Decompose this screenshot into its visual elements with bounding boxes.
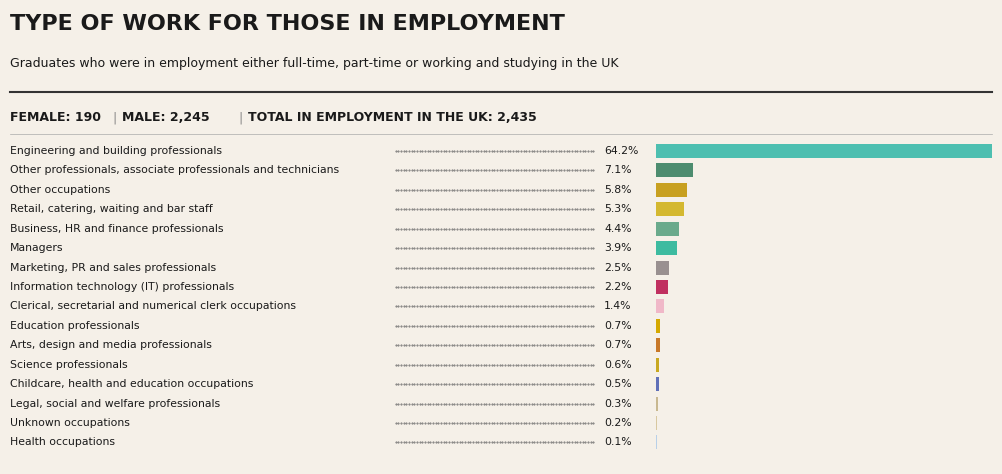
Text: 0.7%: 0.7%	[604, 340, 632, 350]
Text: Childcare, health and education occupations: Childcare, health and education occupati…	[10, 379, 254, 389]
Bar	[656, 338, 660, 352]
Text: 0.2%: 0.2%	[604, 418, 632, 428]
Text: 0.6%: 0.6%	[604, 360, 632, 370]
Text: FEMALE: 190: FEMALE: 190	[10, 111, 101, 124]
Bar	[656, 241, 676, 255]
Text: Retail, catering, waiting and bar staff: Retail, catering, waiting and bar staff	[10, 204, 212, 214]
Text: Unknown occupations: Unknown occupations	[10, 418, 130, 428]
Text: TOTAL IN EMPLOYMENT IN THE UK: 2,435: TOTAL IN EMPLOYMENT IN THE UK: 2,435	[248, 111, 537, 124]
Text: Managers: Managers	[10, 243, 63, 253]
Text: 0.5%: 0.5%	[604, 379, 632, 389]
Bar	[656, 280, 667, 294]
Text: 64.2%: 64.2%	[604, 146, 638, 156]
Text: Business, HR and finance professionals: Business, HR and finance professionals	[10, 224, 223, 234]
Bar	[656, 164, 693, 177]
Text: Graduates who were in employment either full-time, part-time or working and stud: Graduates who were in employment either …	[10, 57, 618, 70]
Bar	[656, 397, 658, 410]
Text: Engineering and building professionals: Engineering and building professionals	[10, 146, 222, 156]
Text: |: |	[238, 111, 242, 124]
Text: 2.5%: 2.5%	[604, 263, 631, 273]
Text: 7.1%: 7.1%	[604, 165, 631, 175]
Text: TYPE OF WORK FOR THOSE IN EMPLOYMENT: TYPE OF WORK FOR THOSE IN EMPLOYMENT	[10, 14, 565, 34]
Bar	[656, 202, 684, 216]
Text: 0.1%: 0.1%	[604, 438, 632, 447]
Text: 0.3%: 0.3%	[604, 399, 632, 409]
Text: Clerical, secretarial and numerical clerk occupations: Clerical, secretarial and numerical cler…	[10, 301, 296, 311]
Text: Health occupations: Health occupations	[10, 438, 115, 447]
Text: Marketing, PR and sales professionals: Marketing, PR and sales professionals	[10, 263, 216, 273]
Text: 2.2%: 2.2%	[604, 282, 631, 292]
Bar	[656, 144, 992, 158]
Text: 1.4%: 1.4%	[604, 301, 631, 311]
Bar	[656, 300, 663, 313]
Bar	[656, 183, 686, 197]
Bar	[656, 358, 659, 372]
Text: 5.3%: 5.3%	[604, 204, 631, 214]
Text: Information technology (IT) professionals: Information technology (IT) professional…	[10, 282, 234, 292]
Text: 5.8%: 5.8%	[604, 185, 631, 195]
Bar	[656, 416, 657, 430]
Text: Science professionals: Science professionals	[10, 360, 127, 370]
Bar	[656, 319, 660, 333]
Text: Arts, design and media professionals: Arts, design and media professionals	[10, 340, 211, 350]
Text: Legal, social and welfare professionals: Legal, social and welfare professionals	[10, 399, 220, 409]
Text: 4.4%: 4.4%	[604, 224, 631, 234]
Text: 3.9%: 3.9%	[604, 243, 631, 253]
Text: MALE: 2,245: MALE: 2,245	[122, 111, 209, 124]
Bar	[656, 222, 679, 236]
Text: Education professionals: Education professionals	[10, 321, 139, 331]
Text: |: |	[112, 111, 116, 124]
Text: Other occupations: Other occupations	[10, 185, 110, 195]
Text: 0.7%: 0.7%	[604, 321, 632, 331]
Text: Other professionals, associate professionals and technicians: Other professionals, associate professio…	[10, 165, 339, 175]
Bar	[656, 261, 669, 274]
Bar	[656, 377, 659, 391]
